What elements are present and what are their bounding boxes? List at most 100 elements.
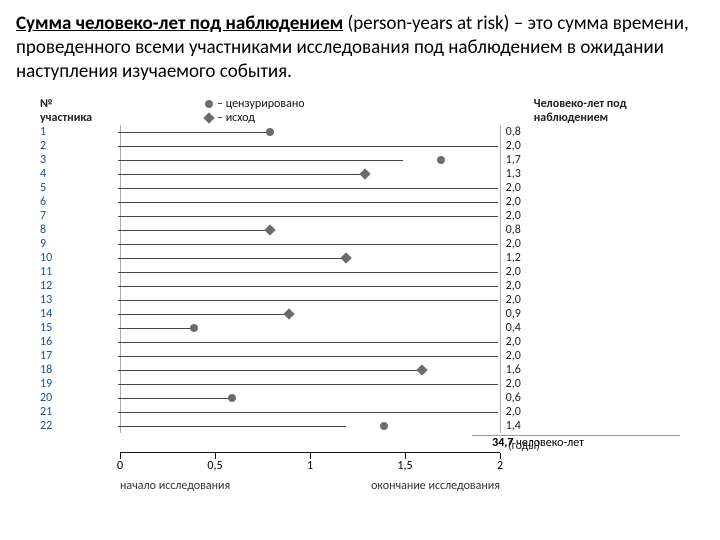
followup-line bbox=[118, 384, 498, 385]
chart-container: № участника – цензурировано – исход Чело… bbox=[40, 97, 680, 493]
followup-line bbox=[118, 258, 346, 259]
followup-line bbox=[118, 244, 498, 245]
row-id: 21 bbox=[40, 405, 118, 419]
row-id: 18 bbox=[40, 363, 118, 377]
row-person-years: 0,8 bbox=[486, 223, 680, 237]
row-id: 7 bbox=[40, 209, 118, 223]
title-term: Сумма человеко-лет под наблюдением bbox=[16, 12, 343, 35]
axis-years-word: (годы) bbox=[508, 439, 540, 453]
total-row: 34,7 человеко-лет bbox=[40, 435, 680, 450]
row-person-years: 1,3 bbox=[486, 167, 680, 181]
row-track bbox=[118, 265, 486, 279]
row-person-years: 2,0 bbox=[486, 349, 680, 363]
followup-line bbox=[118, 272, 498, 273]
column-headers: № участника – цензурировано – исход Чело… bbox=[40, 97, 680, 125]
row-track bbox=[118, 307, 486, 321]
row-id: 3 bbox=[40, 153, 118, 167]
followup-line bbox=[118, 160, 403, 161]
row-person-years: 0,8 bbox=[486, 125, 680, 139]
row-person-years: 2,0 bbox=[486, 265, 680, 279]
row-id: 11 bbox=[40, 265, 118, 279]
followup-line bbox=[118, 286, 498, 287]
data-row: 150,4 bbox=[40, 321, 680, 335]
row-track bbox=[118, 419, 486, 433]
data-row: 200,6 bbox=[40, 391, 680, 405]
followup-line bbox=[118, 216, 498, 217]
followup-line bbox=[118, 300, 498, 301]
row-track bbox=[118, 251, 486, 265]
row-person-years: 2,0 bbox=[486, 377, 680, 391]
row-person-years: 2,0 bbox=[486, 139, 680, 153]
data-row: 140,9 bbox=[40, 307, 680, 321]
row-track bbox=[118, 321, 486, 335]
row-track bbox=[118, 237, 486, 251]
data-row: 52,0 bbox=[40, 181, 680, 195]
row-id: 6 bbox=[40, 195, 118, 209]
row-track bbox=[118, 405, 486, 419]
data-row: 80,8 bbox=[40, 223, 680, 237]
axis-end-label: окончание исследования bbox=[371, 479, 500, 493]
row-track bbox=[118, 391, 486, 405]
row-person-years: 2,0 bbox=[486, 237, 680, 251]
legend: – цензурировано – исход bbox=[105, 97, 514, 125]
row-track bbox=[118, 377, 486, 391]
data-row: 101,2 bbox=[40, 251, 680, 265]
data-row: 172,0 bbox=[40, 349, 680, 363]
followup-line bbox=[118, 314, 289, 315]
row-person-years: 0,6 bbox=[486, 391, 680, 405]
data-row: 212,0 bbox=[40, 405, 680, 419]
followup-line bbox=[118, 132, 270, 133]
followup-line bbox=[118, 188, 498, 189]
row-person-years: 2,0 bbox=[486, 293, 680, 307]
outcome-marker-icon bbox=[283, 309, 294, 320]
axis-tick-label: 2 bbox=[497, 459, 503, 473]
axis-tick-label: 1 bbox=[307, 459, 313, 473]
row-person-years: 0,4 bbox=[486, 321, 680, 335]
followup-line bbox=[118, 230, 270, 231]
legend-censored-label: – цензурировано bbox=[217, 97, 305, 111]
header-py: Человеко-лет под наблюдением bbox=[514, 97, 680, 125]
total-value: 34,7 человеко-лет bbox=[472, 435, 680, 450]
legend-outcome-label: – исход bbox=[217, 111, 255, 125]
censored-marker-icon bbox=[228, 394, 236, 402]
data-row: 122,0 bbox=[40, 279, 680, 293]
row-person-years: 2,0 bbox=[486, 405, 680, 419]
legend-outcome: – исход bbox=[205, 111, 514, 125]
outcome-marker-icon bbox=[264, 225, 275, 236]
followup-line bbox=[118, 146, 498, 147]
data-row: 162,0 bbox=[40, 335, 680, 349]
row-id: 8 bbox=[40, 223, 118, 237]
row-track bbox=[118, 153, 486, 167]
row-id: 16 bbox=[40, 335, 118, 349]
row-id: 22 bbox=[40, 419, 118, 433]
row-track bbox=[118, 125, 486, 139]
data-row: 132,0 bbox=[40, 293, 680, 307]
followup-line bbox=[118, 356, 498, 357]
censored-marker-icon bbox=[380, 422, 388, 430]
data-row: 112,0 bbox=[40, 265, 680, 279]
censored-marker-icon bbox=[437, 156, 445, 164]
row-person-years: 1,4 bbox=[486, 419, 680, 433]
header-id: № участника bbox=[40, 97, 105, 125]
row-track bbox=[118, 209, 486, 223]
row-person-years: 2,0 bbox=[486, 181, 680, 195]
data-row: 31,7 bbox=[40, 153, 680, 167]
followup-line bbox=[118, 370, 422, 371]
followup-line bbox=[118, 398, 232, 399]
row-track bbox=[118, 195, 486, 209]
followup-line bbox=[118, 412, 498, 413]
axis-tick-label: 0,5 bbox=[207, 459, 222, 473]
followup-line bbox=[118, 426, 346, 427]
row-person-years: 0,9 bbox=[486, 307, 680, 321]
row-id: 14 bbox=[40, 307, 118, 321]
row-id: 20 bbox=[40, 391, 118, 405]
data-row: 72,0 bbox=[40, 209, 680, 223]
data-row: 181,6 bbox=[40, 363, 680, 377]
row-id: 10 bbox=[40, 251, 118, 265]
row-track bbox=[118, 167, 486, 181]
row-id: 15 bbox=[40, 321, 118, 335]
row-id: 19 bbox=[40, 377, 118, 391]
row-person-years: 2,0 bbox=[486, 279, 680, 293]
data-row: 221,4 bbox=[40, 419, 680, 433]
axis-tick-label: 1,5 bbox=[397, 459, 412, 473]
